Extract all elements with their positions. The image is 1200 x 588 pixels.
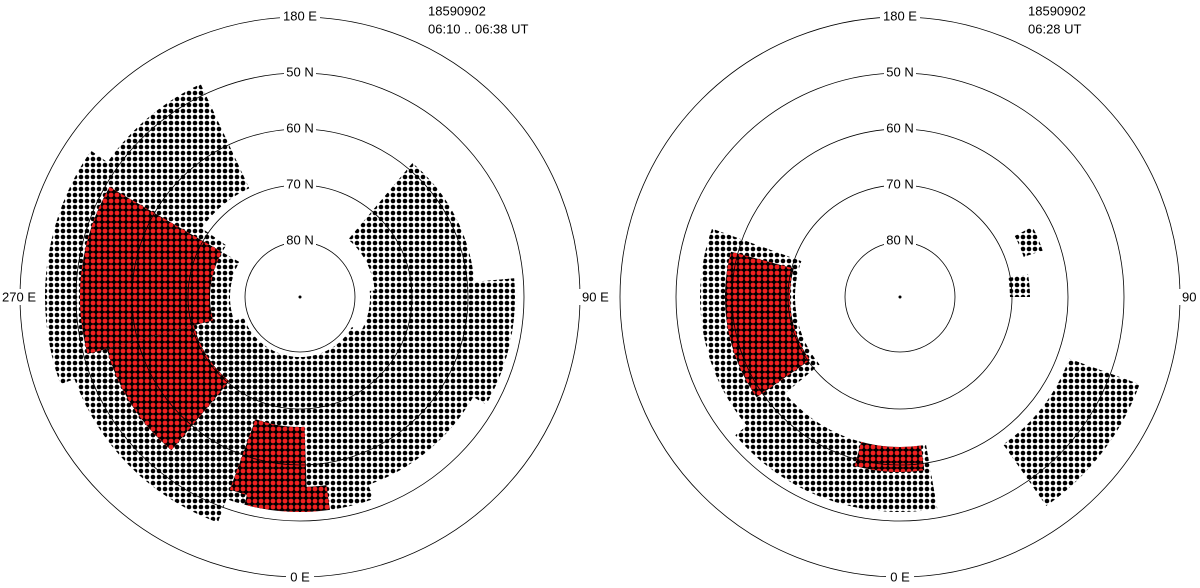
pole — [298, 295, 302, 299]
longitude-label: 0 E — [890, 569, 910, 584]
longitude-label: 180 E — [283, 8, 317, 23]
label-bg — [286, 570, 314, 586]
latitude-label: 70 N — [886, 176, 913, 191]
latitude-label: 50 N — [286, 64, 313, 79]
label-bg — [886, 570, 914, 586]
label-bg — [0, 289, 36, 305]
label-bg — [884, 177, 916, 193]
observation-region — [348, 162, 475, 291]
label-bg — [1178, 289, 1200, 305]
label-bg — [884, 65, 916, 81]
time-label: 06:10 .. 06:38 UT — [428, 21, 529, 36]
observation-region — [1008, 274, 1030, 297]
label-bg — [284, 233, 316, 249]
pole — [898, 295, 902, 299]
observation-region — [229, 419, 308, 502]
latitude-label: 80 N — [286, 232, 313, 247]
observation-region — [106, 325, 230, 451]
longitude-label: 90 E — [582, 289, 609, 304]
date-label: 18590902 — [1028, 3, 1086, 18]
date-label: 18590902 — [428, 3, 486, 18]
label-bg — [284, 65, 316, 81]
label-bg — [284, 121, 316, 137]
latitude-label: 50 N — [886, 64, 913, 79]
latitude-label: 60 N — [286, 120, 313, 135]
label-bg — [880, 9, 920, 25]
observation-region — [320, 327, 474, 485]
label-bg — [578, 289, 610, 305]
longitude-label: 180 E — [883, 8, 917, 23]
label-bg — [280, 9, 320, 25]
label-bg — [284, 177, 316, 193]
observation-region — [244, 480, 330, 512]
observation-region — [360, 278, 515, 405]
observation-region — [107, 84, 250, 229]
latitude-label: 70 N — [286, 176, 313, 191]
time-label: 06:28 UT — [1028, 21, 1082, 36]
longitude-label: 0 E — [290, 569, 310, 584]
label-bg — [884, 233, 916, 249]
latitude-label: 80 N — [886, 232, 913, 247]
observation-region — [854, 441, 925, 472]
longitude-label: 90 E — [1182, 289, 1200, 304]
latitude-label: 60 N — [886, 120, 913, 135]
observation-region — [1014, 226, 1043, 257]
longitude-label: 270 E — [2, 289, 36, 304]
observation-region — [1003, 358, 1140, 506]
label-bg — [884, 121, 916, 137]
observation-region — [80, 187, 223, 354]
